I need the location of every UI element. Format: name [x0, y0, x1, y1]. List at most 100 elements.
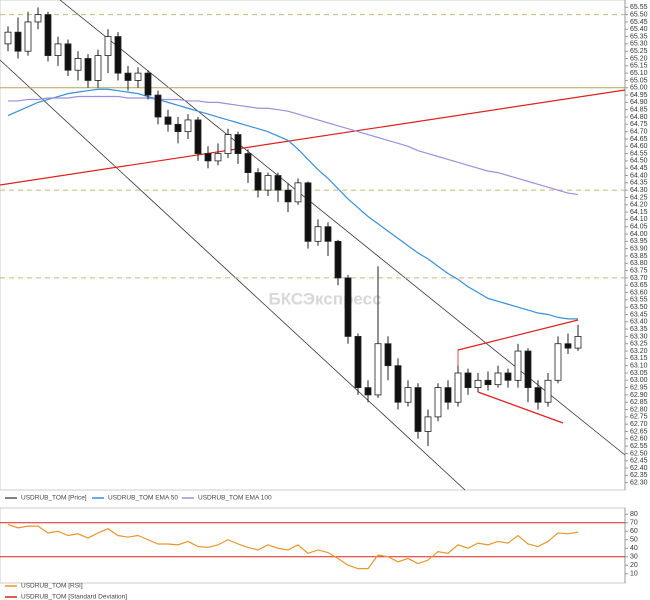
y-tick-label: 63.95 [630, 238, 648, 245]
candle-body [364, 387, 372, 396]
candle-body [474, 379, 482, 389]
y-tick-label: 65.40 [630, 26, 648, 33]
y-tick-label: 64.95 [630, 92, 648, 99]
y-tick-label: 62.40 [630, 465, 648, 472]
y-tick-label: 64.40 [630, 172, 648, 179]
y-tick-label: 65.00 [630, 85, 648, 92]
y-tick-label: 65.05 [630, 77, 648, 84]
y-tick-label: 62.85 [630, 399, 648, 406]
y-tick-label: 64.65 [630, 136, 648, 143]
candle-body [184, 119, 192, 133]
candle-body [314, 226, 322, 242]
y-tick-label: 63.85 [630, 253, 648, 260]
y-tick-label: 40 [630, 545, 638, 552]
candle-body [114, 36, 122, 74]
y-tick-label: 64.60 [630, 143, 648, 150]
y-tick-label: 64.10 [630, 216, 648, 223]
candle-body [254, 172, 262, 191]
y-tick-label: 63.35 [630, 326, 648, 333]
candle-body [304, 182, 312, 242]
candle-body [464, 372, 472, 389]
candle-body [14, 31, 22, 52]
candle-body [424, 416, 432, 432]
y-tick-label: 30 [630, 554, 638, 561]
candle-body [234, 134, 242, 154]
y-tick-label: 65.35 [630, 33, 648, 40]
y-tick-label: 64.70 [630, 128, 648, 135]
candle-body [484, 379, 492, 386]
y-tick-label: 64.55 [630, 150, 648, 157]
candle-body [164, 116, 172, 125]
candle-body [524, 350, 532, 389]
y-tick-label: 64.50 [630, 158, 648, 165]
y-tick-label: 63.00 [630, 377, 648, 384]
y-tick-label: 65.15 [630, 63, 648, 70]
candle-body [564, 343, 572, 349]
channel-line [0, 59, 466, 491]
y-tick-label: 62.30 [630, 480, 648, 487]
legend-label: USDRUB_TOM EMA 100 [198, 495, 272, 502]
y-tick-label: 65.30 [630, 41, 648, 48]
y-tick-label: 64.85 [630, 107, 648, 114]
y-tick-label: 65.25 [630, 48, 648, 55]
y-tick-label: 63.55 [630, 297, 648, 304]
candle-body [554, 343, 562, 381]
line-series [7, 88, 578, 320]
candle-body [244, 153, 252, 173]
candle-body [494, 372, 502, 386]
y-tick-label: 70 [630, 520, 638, 527]
candle-body [574, 336, 582, 349]
y-tick-label: 65.10 [630, 70, 648, 77]
y-tick-label: 62.35 [630, 472, 648, 479]
candle-body [374, 343, 382, 396]
candle-body [294, 182, 302, 203]
candle-body [324, 226, 332, 242]
watermark: БКСЭкспресс [268, 289, 381, 308]
y-tick-label: 63.90 [630, 246, 648, 253]
y-tick-label: 64.20 [630, 202, 648, 209]
line-series [8, 95, 579, 196]
y-tick-label: 63.45 [630, 311, 648, 318]
y-tick-label: 65.20 [630, 55, 648, 62]
y-tick-label: 64.45 [630, 165, 648, 172]
y-tick-label: 63.50 [630, 304, 648, 311]
candle-body [104, 36, 112, 56]
candle-body [544, 379, 552, 403]
y-tick-label: 62.50 [630, 450, 648, 457]
y-tick-label: 62.80 [630, 406, 648, 413]
candle-body [64, 43, 72, 71]
candle-body [534, 387, 542, 403]
y-tick-label: 62.75 [630, 414, 648, 421]
candle-body [84, 58, 92, 81]
candle-body [124, 72, 132, 81]
y-tick-label: 62.45 [630, 458, 648, 465]
y-tick-label: 63.25 [630, 341, 648, 348]
candle-body [284, 189, 292, 203]
candle-body [204, 153, 212, 162]
candle-body [74, 58, 82, 71]
candle-body [504, 372, 512, 381]
candle-body [44, 14, 52, 56]
y-tick-label: 63.05 [630, 370, 648, 377]
y-tick-label: 62.70 [630, 421, 648, 428]
y-tick-label: 62.90 [630, 392, 648, 399]
y-tick-label: 64.75 [630, 121, 648, 128]
candle-body [174, 123, 182, 133]
y-tick-label: 63.15 [630, 355, 648, 362]
candle-body [24, 21, 32, 52]
y-tick-label: 64.80 [630, 114, 648, 121]
legend-label: USDRUB_TOM [Standard Deviation] [21, 594, 127, 600]
y-tick-label: 64.25 [630, 194, 648, 201]
y-tick-label: 80 [630, 511, 638, 518]
main-panel [0, 0, 626, 491]
y-tick-label: 50 [630, 537, 638, 544]
y-tick-label: 64.35 [630, 180, 648, 187]
candle-body [344, 277, 352, 337]
line-series [7, 523, 579, 570]
candle-body [4, 31, 12, 45]
y-tick-label: 63.30 [630, 333, 648, 340]
legend-label: USDRUB_TOM [RSI] [21, 583, 83, 590]
candle-body [514, 350, 522, 381]
candle-body [394, 365, 402, 403]
